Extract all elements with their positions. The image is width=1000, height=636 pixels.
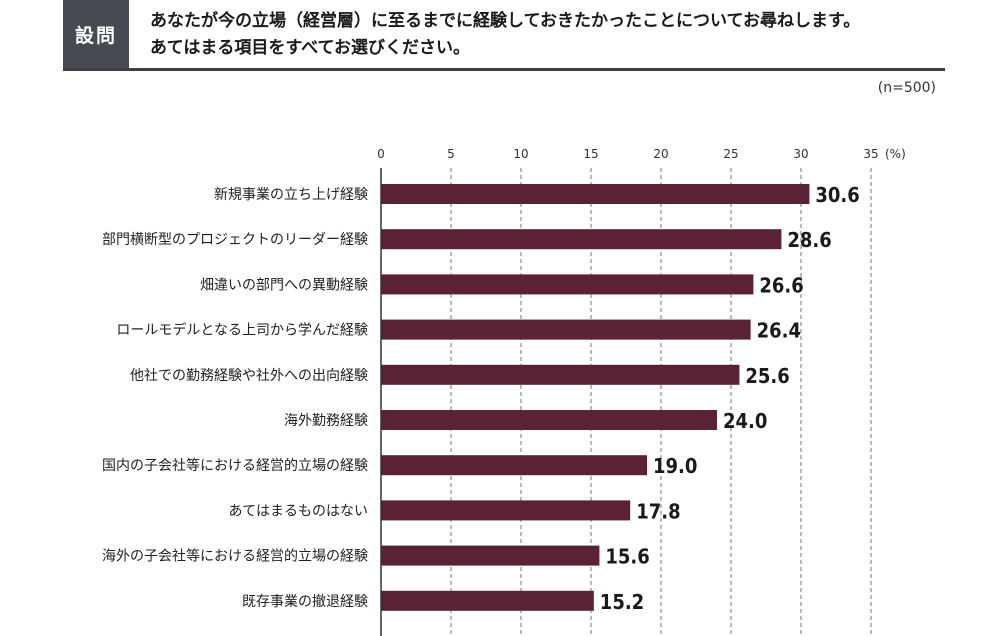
category-label: 国内の子会社等における経営的立場の経験	[102, 457, 368, 474]
value-label: 26.4	[757, 319, 801, 343]
question-text: あなたが今の立場（経営層）に至るまでに経験しておきたかったことについてお尋ねしま…	[150, 8, 940, 62]
bar	[381, 590, 594, 611]
tick-label: 5	[447, 147, 455, 161]
value-label: 25.6	[745, 364, 789, 388]
question-line-2: あてはまる項目をすべてお選びください。	[150, 38, 470, 58]
unit-label: (%)	[885, 147, 906, 161]
question-header	[63, 0, 945, 70]
value-label: 30.6	[815, 183, 859, 207]
category-label: 畑違いの部門への異動経験	[200, 277, 368, 293]
value-label: 26.6	[759, 273, 803, 297]
value-label: 17.8	[636, 499, 680, 523]
bar	[381, 500, 631, 521]
bar	[381, 229, 782, 250]
bar	[381, 184, 810, 204]
bar	[381, 319, 751, 340]
bars	[381, 184, 810, 611]
tick-labels: 0 5 10 15 20 25 30 35 (%)	[377, 147, 906, 161]
bar	[381, 410, 717, 430]
value-label: 24.0	[723, 409, 767, 433]
bar	[381, 274, 754, 295]
category-label: あてはまるものはない	[229, 503, 368, 519]
category-label: 新規事業の立ち上げ経験	[214, 187, 368, 203]
value-label: 15.2	[600, 590, 644, 614]
value-labels: 30.6 28.6 26.6 26.4 25.6 24.0 19.0 17.8 15.6 15.2	[600, 183, 860, 614]
category-label: 他社での勤務経験や社外への出向経験	[130, 368, 368, 384]
tick-label: 25	[723, 147, 738, 161]
bar	[381, 364, 740, 385]
header-divider	[63, 68, 945, 71]
tick-label: 10	[513, 147, 528, 161]
question-line-1: あなたが今の立場（経営層）に至るまでに経験しておきたかったことについてお尋ねしま…	[150, 11, 861, 31]
category-label: 部門横断型のプロジェクトのリーダー経験	[102, 232, 368, 248]
category-labels: 新規事業の立ち上げ経験部門横断型のプロジェクトのリーダー経験畑違いの部門への異動…	[102, 187, 368, 610]
category-label: 既存事業の撤退経験	[242, 594, 368, 610]
value-label: 19.0	[653, 454, 697, 478]
tick-label: 35	[863, 147, 878, 161]
value-label: 28.6	[787, 228, 831, 252]
bar	[381, 455, 647, 476]
tick-label: 30	[793, 147, 808, 161]
category-label: ロールモデルとなる上司から学んだ経験	[116, 322, 368, 339]
category-label: 海外勤務経験	[284, 413, 368, 429]
tick-label: 15	[583, 147, 598, 161]
bar	[381, 545, 600, 566]
tick-label: 20	[653, 147, 668, 161]
sample-size-note: (n=500)	[877, 80, 936, 96]
category-label: 海外の子会社等における経営的立場の経験	[102, 548, 368, 565]
tick-label: 0	[377, 147, 385, 161]
question-tag: 設問	[63, 0, 129, 68]
value-label: 15.6	[605, 545, 649, 569]
